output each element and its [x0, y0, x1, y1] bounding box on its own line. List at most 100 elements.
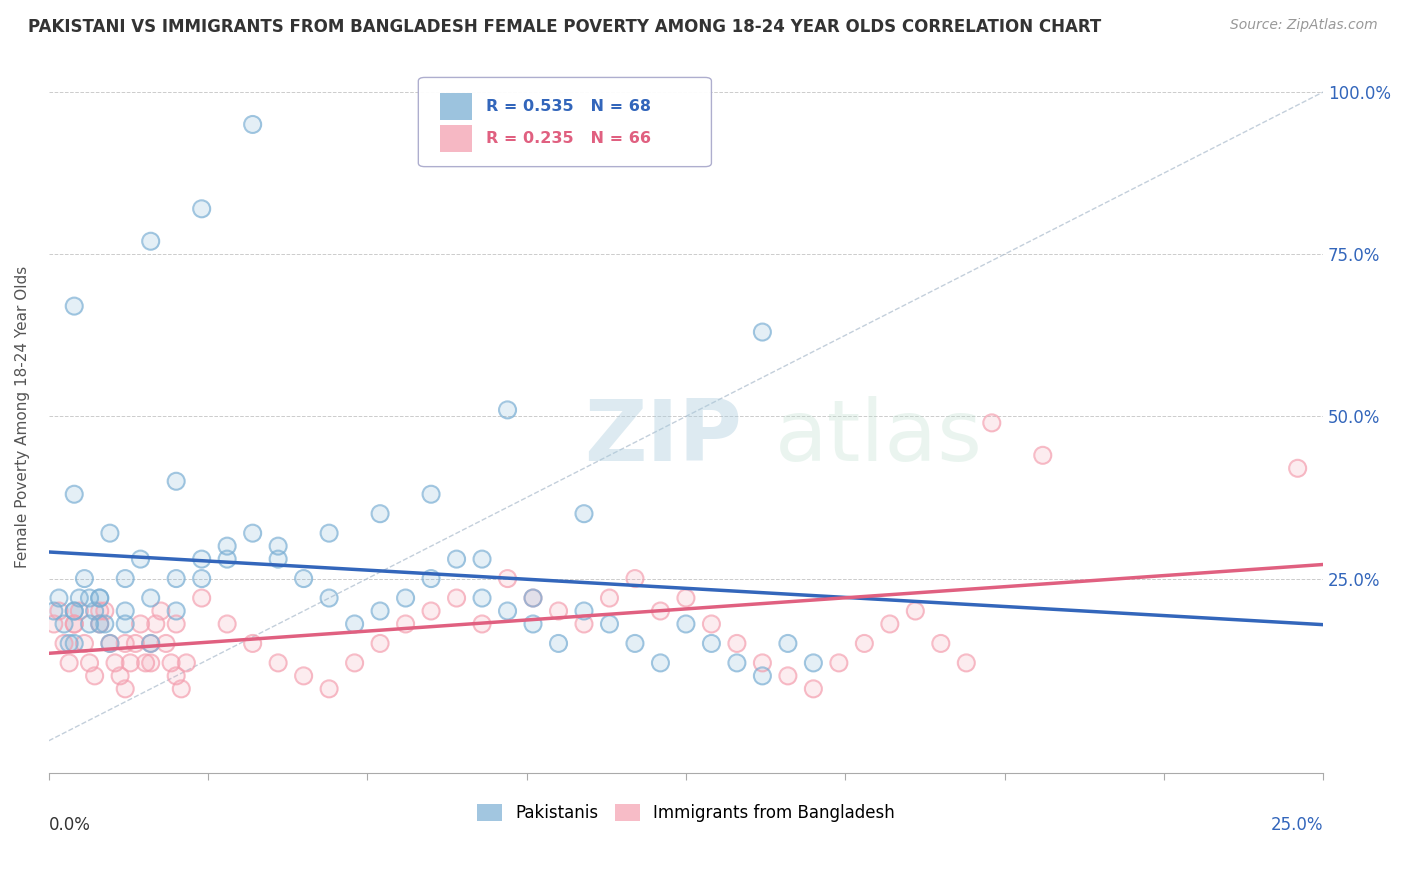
Point	[63, 636, 86, 650]
Point	[751, 656, 773, 670]
Point	[522, 591, 544, 605]
Point	[79, 617, 101, 632]
Point	[650, 656, 672, 670]
Point	[217, 539, 239, 553]
Point	[42, 604, 65, 618]
Point	[48, 604, 70, 618]
Point	[522, 617, 544, 632]
Point	[120, 656, 142, 670]
Point	[145, 617, 167, 632]
Point	[828, 656, 851, 670]
Point	[751, 656, 773, 670]
Point	[89, 604, 111, 618]
Text: 25.0%: 25.0%	[1271, 816, 1323, 834]
Point	[124, 636, 146, 650]
Point	[624, 572, 647, 586]
Point	[368, 604, 391, 618]
Point	[83, 604, 105, 618]
Point	[572, 507, 595, 521]
Point	[242, 526, 264, 541]
Point	[292, 572, 315, 586]
Point	[42, 617, 65, 632]
Point	[79, 591, 101, 605]
Point	[83, 604, 105, 618]
Point	[368, 507, 391, 521]
Point	[139, 656, 162, 670]
Point	[149, 604, 172, 618]
Point	[242, 636, 264, 650]
Point	[318, 591, 340, 605]
Point	[725, 636, 748, 650]
Point	[165, 617, 187, 632]
Point	[496, 403, 519, 417]
Point	[267, 539, 290, 553]
Point	[94, 617, 117, 632]
Point	[368, 507, 391, 521]
Point	[522, 591, 544, 605]
Point	[751, 325, 773, 339]
Point	[160, 656, 183, 670]
Point	[1032, 448, 1054, 462]
Point	[190, 202, 212, 216]
Point	[828, 656, 851, 670]
Point	[650, 604, 672, 618]
Point	[700, 617, 723, 632]
Text: PAKISTANI VS IMMIGRANTS FROM BANGLADESH FEMALE POVERTY AMONG 18-24 YEAR OLDS COR: PAKISTANI VS IMMIGRANTS FROM BANGLADESH …	[28, 18, 1101, 36]
Point	[496, 572, 519, 586]
Point	[42, 604, 65, 618]
Point	[522, 591, 544, 605]
Point	[496, 403, 519, 417]
Point	[83, 669, 105, 683]
Point	[572, 617, 595, 632]
Point	[89, 617, 111, 632]
Point	[1286, 461, 1309, 475]
Point	[929, 636, 952, 650]
Point	[63, 604, 86, 618]
Text: R = 0.535   N = 68: R = 0.535 N = 68	[486, 99, 651, 114]
Point	[318, 526, 340, 541]
Point	[139, 636, 162, 650]
Point	[165, 572, 187, 586]
Point	[471, 591, 494, 605]
Point	[242, 636, 264, 650]
Point	[89, 617, 111, 632]
Point	[675, 617, 697, 632]
Point	[853, 636, 876, 650]
Point	[624, 572, 647, 586]
Point	[598, 591, 620, 605]
Point	[751, 669, 773, 683]
Point	[89, 591, 111, 605]
Point	[879, 617, 901, 632]
Point	[63, 617, 86, 632]
Point	[165, 669, 187, 683]
Point	[904, 604, 927, 618]
Point	[267, 552, 290, 566]
Point	[267, 552, 290, 566]
Point	[776, 669, 799, 683]
Point	[343, 656, 366, 670]
Point	[776, 669, 799, 683]
Point	[63, 617, 86, 632]
Point	[190, 572, 212, 586]
Point	[58, 636, 80, 650]
Text: atlas: atlas	[775, 396, 983, 479]
Point	[217, 552, 239, 566]
Point	[598, 591, 620, 605]
Point	[63, 604, 86, 618]
Point	[980, 416, 1002, 430]
Point	[471, 617, 494, 632]
Point	[700, 617, 723, 632]
Point	[58, 656, 80, 670]
Point	[217, 617, 239, 632]
Point	[114, 572, 136, 586]
Point	[700, 636, 723, 650]
Point	[63, 604, 86, 618]
Point	[120, 656, 142, 670]
Point	[471, 552, 494, 566]
Point	[803, 656, 825, 670]
Point	[776, 636, 799, 650]
Point	[114, 681, 136, 696]
Point	[165, 572, 187, 586]
Point	[114, 604, 136, 618]
Point	[190, 591, 212, 605]
